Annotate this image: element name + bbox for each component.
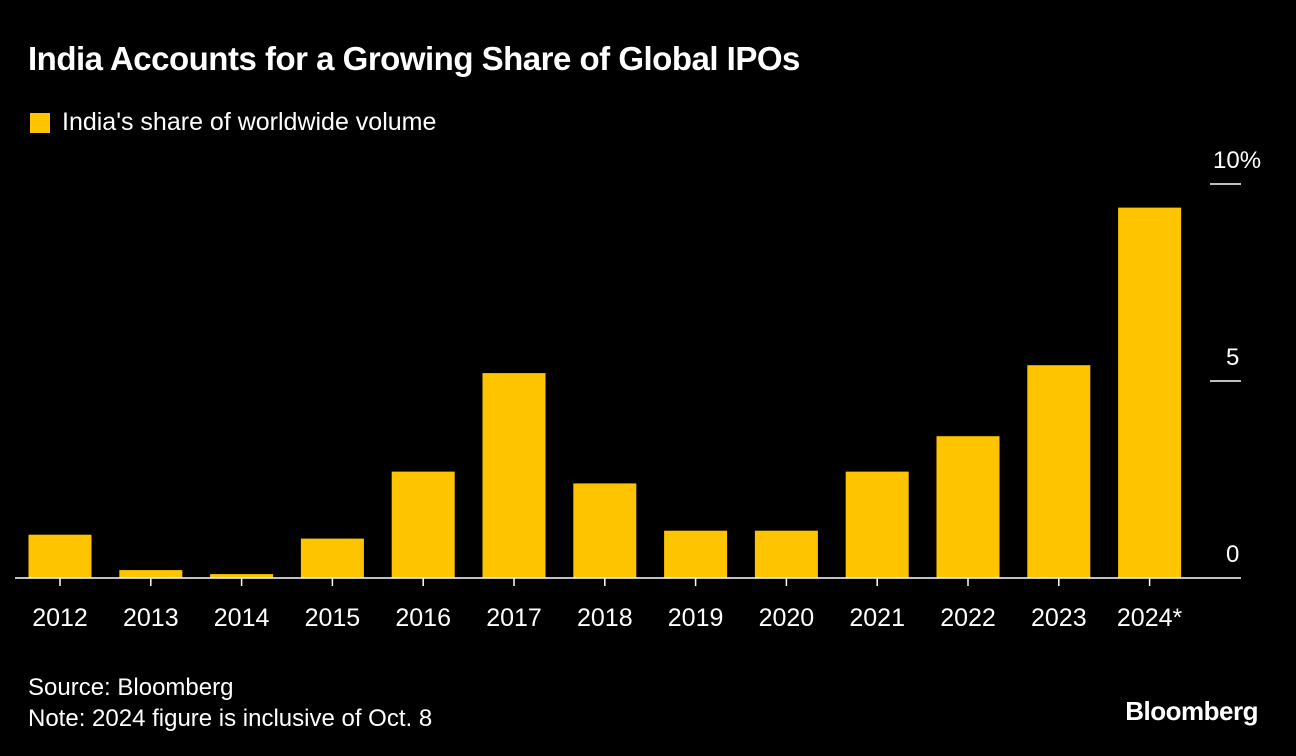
bar-2023 (1027, 365, 1091, 578)
bar-2020 (754, 530, 818, 578)
x-tick-label: 2018 (577, 604, 633, 632)
x-tick-label: 2015 (305, 604, 361, 632)
x-tick-label: 2014 (214, 604, 270, 632)
chart-legend: India's share of worldwide volume (30, 108, 436, 137)
bar-2022 (936, 436, 1000, 578)
source-note: Source: Bloomberg (28, 674, 234, 701)
x-tick-label: 2020 (759, 604, 815, 632)
legend-label: India's share of worldwide volume (62, 108, 437, 136)
footnote: Note: 2024 figure is inclusive of Oct. 8 (28, 705, 433, 732)
bar-2019 (664, 530, 728, 578)
x-tick-label: 2019 (668, 604, 724, 632)
bar-chart: 2012 2013 2014 2015 2016 2017 2018 2019 2020 2021… (15, 147, 1261, 632)
y-tick-label: 0 (1226, 541, 1239, 568)
bar-2016 (391, 471, 455, 578)
y-tick-label: 10% (1213, 147, 1261, 174)
bar-2012 (28, 534, 92, 578)
x-tick-label: 2012 (32, 604, 88, 632)
bar-2013 (119, 570, 183, 578)
chart-title: India Accounts for a Growing Share of Gl… (28, 40, 800, 77)
x-tick-label: 2016 (395, 604, 451, 632)
x-tick-label: 2024* (1117, 604, 1183, 632)
chart-footer: Source: Bloomberg Note: 2024 figure is i… (28, 672, 432, 734)
x-tick-label: 2017 (486, 604, 542, 632)
x-tick-label: 2022 (940, 604, 996, 632)
bar-2015 (300, 538, 364, 578)
bar-2021 (845, 471, 909, 578)
bar-2024 (1118, 207, 1182, 578)
y-tick-label: 5 (1226, 344, 1239, 371)
bar-2018 (573, 483, 637, 578)
bar-2017 (482, 373, 546, 578)
bloomberg-logo: Bloomberg (1125, 696, 1258, 726)
x-tick-label: 2013 (123, 604, 179, 632)
x-tick-label: 2023 (1031, 604, 1087, 632)
x-tick-label: 2021 (849, 604, 905, 632)
legend-swatch (30, 112, 50, 133)
bar-2014 (210, 574, 274, 578)
